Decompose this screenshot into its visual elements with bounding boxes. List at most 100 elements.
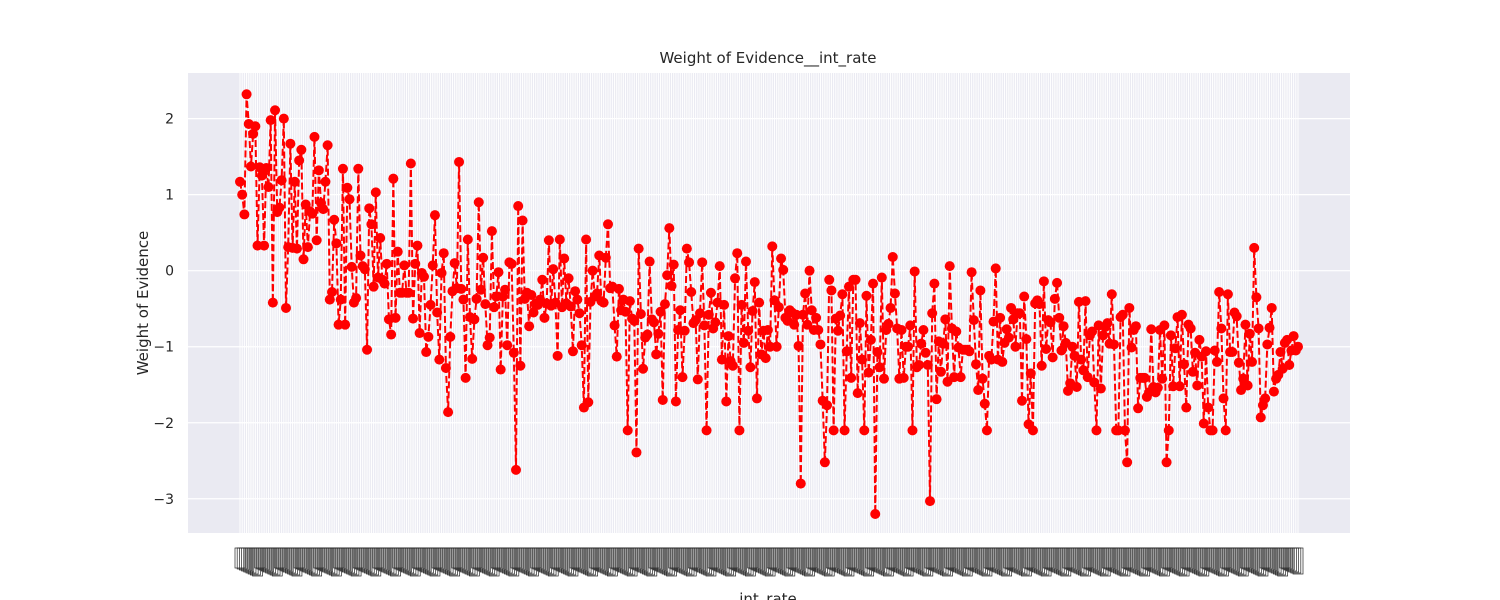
data-point bbox=[1174, 381, 1185, 392]
x-axis-label: int_rate bbox=[739, 590, 797, 600]
data-point bbox=[256, 170, 267, 181]
data-point bbox=[567, 346, 578, 357]
data-point bbox=[429, 210, 440, 221]
data-point bbox=[565, 301, 576, 312]
data-point bbox=[412, 240, 423, 251]
data-point bbox=[1262, 339, 1273, 350]
data-point bbox=[1159, 320, 1170, 331]
data-point bbox=[506, 258, 517, 269]
data-point bbox=[1244, 328, 1255, 339]
data-point bbox=[797, 309, 808, 320]
data-point bbox=[721, 396, 732, 407]
data-point bbox=[971, 359, 981, 370]
data-point bbox=[1038, 276, 1049, 287]
chart-title: Weight of Evidence__int_rate bbox=[659, 49, 876, 68]
data-point bbox=[583, 397, 594, 408]
data-point bbox=[467, 353, 478, 364]
data-point bbox=[922, 359, 933, 370]
data-point bbox=[434, 354, 445, 365]
data-point bbox=[379, 278, 390, 289]
data-point bbox=[460, 372, 471, 383]
data-point bbox=[920, 347, 931, 358]
data-point bbox=[741, 256, 751, 267]
data-point bbox=[1247, 356, 1257, 367]
data-point bbox=[813, 324, 824, 335]
data-point bbox=[1260, 393, 1271, 404]
data-point bbox=[771, 341, 782, 352]
data-point bbox=[482, 340, 493, 351]
data-point bbox=[500, 284, 511, 295]
data-point bbox=[872, 347, 883, 358]
data-point bbox=[1293, 341, 1303, 352]
data-point bbox=[1019, 291, 1030, 302]
data-point bbox=[1216, 323, 1227, 334]
data-point bbox=[456, 283, 467, 294]
data-point bbox=[887, 252, 898, 262]
data-point bbox=[1109, 339, 1119, 350]
data-point bbox=[732, 248, 743, 259]
data-point bbox=[1192, 380, 1203, 391]
data-point bbox=[353, 163, 364, 174]
data-point bbox=[473, 197, 484, 208]
data-point bbox=[1041, 344, 1052, 354]
data-point bbox=[609, 320, 620, 331]
data-point bbox=[322, 140, 333, 151]
data-point bbox=[697, 257, 708, 268]
data-point bbox=[990, 263, 1001, 274]
data-point bbox=[1130, 321, 1141, 332]
data-point bbox=[1045, 317, 1056, 328]
data-point bbox=[261, 163, 272, 174]
data-point bbox=[359, 264, 370, 275]
data-point bbox=[659, 299, 670, 310]
data-point bbox=[730, 273, 741, 284]
data-point bbox=[896, 324, 907, 335]
data-point bbox=[355, 250, 366, 261]
data-point bbox=[638, 363, 649, 374]
data-point bbox=[861, 290, 872, 301]
data-point bbox=[276, 175, 287, 186]
data-point bbox=[425, 299, 436, 310]
data-point bbox=[925, 496, 935, 507]
data-point bbox=[552, 350, 563, 361]
data-point bbox=[454, 156, 465, 167]
data-point bbox=[524, 321, 535, 332]
data-point bbox=[576, 340, 587, 351]
data-point bbox=[1056, 345, 1067, 356]
data-point bbox=[1067, 341, 1078, 352]
data-point bbox=[973, 385, 984, 396]
data-point bbox=[443, 407, 454, 418]
data-point bbox=[883, 318, 894, 329]
data-point bbox=[1047, 352, 1058, 363]
data-point bbox=[692, 374, 703, 385]
plot-area bbox=[188, 73, 1350, 533]
data-point bbox=[1201, 346, 1211, 357]
data-point bbox=[1080, 296, 1091, 307]
data-point bbox=[458, 294, 469, 305]
data-point bbox=[714, 261, 725, 272]
data-point bbox=[662, 270, 673, 281]
data-point bbox=[1003, 332, 1014, 343]
y-tick-label: 2 bbox=[165, 112, 174, 128]
data-point bbox=[760, 353, 771, 364]
data-point bbox=[850, 274, 861, 285]
data-point bbox=[701, 425, 712, 436]
data-point bbox=[811, 312, 822, 323]
data-point bbox=[981, 425, 992, 436]
data-point bbox=[508, 347, 519, 358]
data-point bbox=[776, 253, 787, 264]
data-point bbox=[1017, 395, 1027, 406]
data-point bbox=[449, 258, 460, 269]
data-point bbox=[592, 288, 603, 299]
data-point bbox=[736, 299, 747, 310]
data-point bbox=[751, 393, 762, 404]
data-point bbox=[815, 339, 826, 350]
data-point bbox=[951, 326, 962, 337]
data-point bbox=[1049, 293, 1060, 304]
data-point bbox=[537, 274, 548, 285]
data-point bbox=[364, 203, 375, 214]
data-point bbox=[968, 315, 979, 326]
data-point bbox=[1211, 356, 1222, 367]
data-point bbox=[1165, 330, 1176, 341]
data-point bbox=[1288, 331, 1299, 342]
data-point bbox=[471, 293, 482, 304]
